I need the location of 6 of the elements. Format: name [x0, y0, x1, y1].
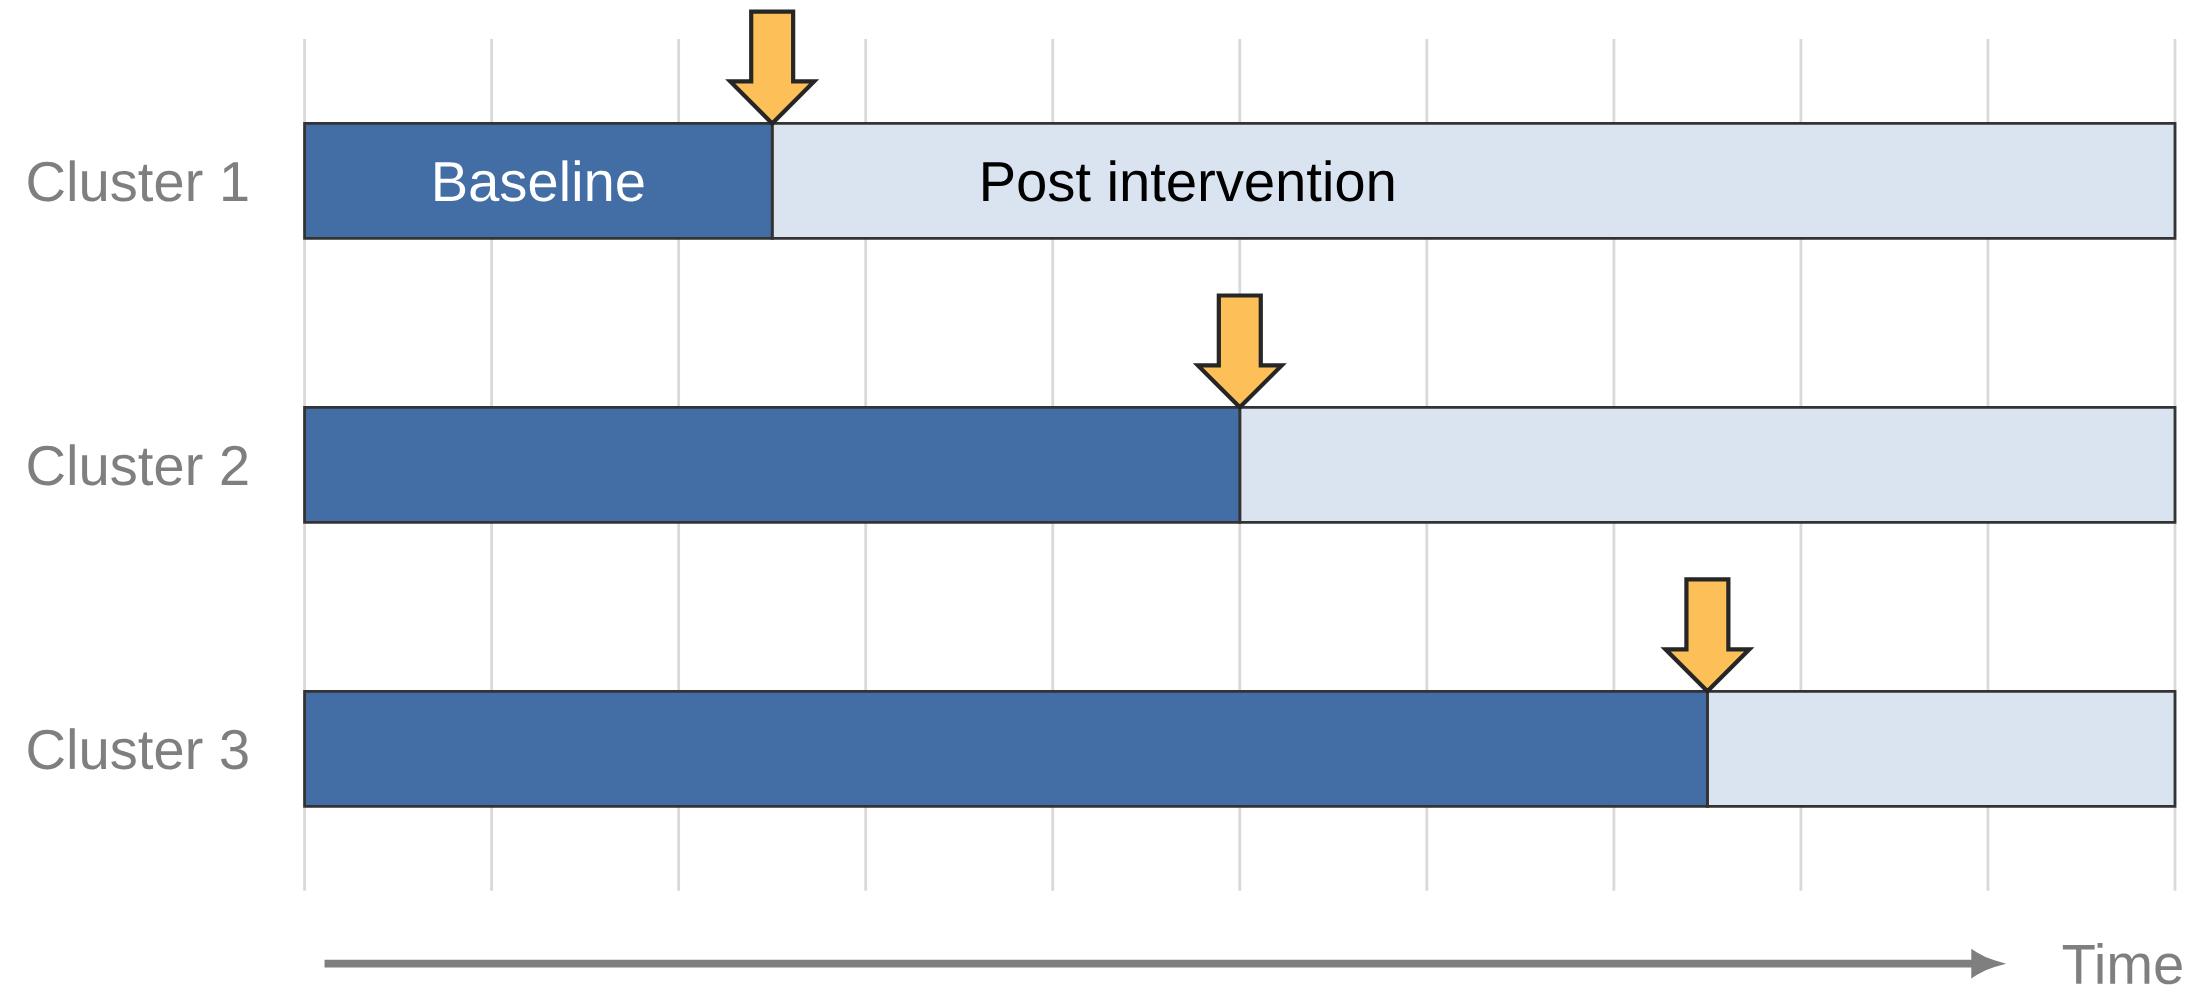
y-tick-label: Cluster 3: [28, 728, 248, 770]
series-label: Baseline: [435, 160, 644, 202]
y-tick-label: Cluster 1: [28, 160, 248, 202]
series-label: Post intervention: [983, 160, 1394, 202]
x-axis-title: Time: [2062, 943, 2182, 985]
y-tick-label: Cluster 2: [28, 444, 248, 486]
